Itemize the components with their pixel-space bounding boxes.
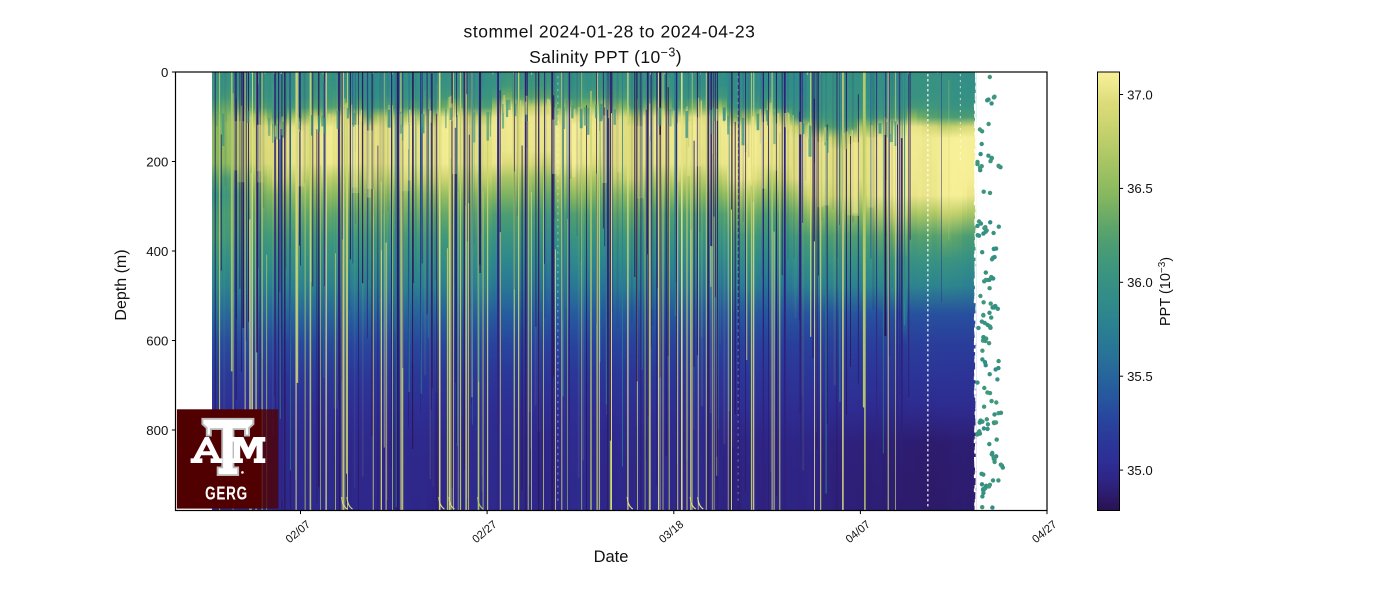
svg-text:35.5: 35.5 — [1127, 369, 1153, 384]
svg-text:stommel 2024-01-28 to 2024-04-: stommel 2024-01-28 to 2024-04-23 — [464, 22, 756, 42]
svg-text:200: 200 — [146, 154, 168, 169]
svg-text:36.5: 36.5 — [1127, 181, 1153, 196]
svg-text:Depth (m): Depth (m) — [113, 249, 130, 320]
svg-text:0: 0 — [161, 65, 168, 80]
svg-text:GERG: GERG — [205, 484, 248, 505]
svg-text:600: 600 — [146, 333, 168, 348]
svg-text:Date: Date — [594, 548, 629, 566]
svg-text:800: 800 — [146, 423, 168, 438]
svg-text:36.0: 36.0 — [1127, 275, 1153, 290]
svg-text:Salinity PPT (10−3): Salinity PPT (10−3) — [529, 46, 682, 68]
svg-text:400: 400 — [146, 244, 168, 259]
svg-text:37.0: 37.0 — [1127, 87, 1153, 102]
svg-text:PPT (10−3): PPT (10−3) — [1157, 257, 1174, 326]
svg-text:35.0: 35.0 — [1127, 463, 1153, 478]
